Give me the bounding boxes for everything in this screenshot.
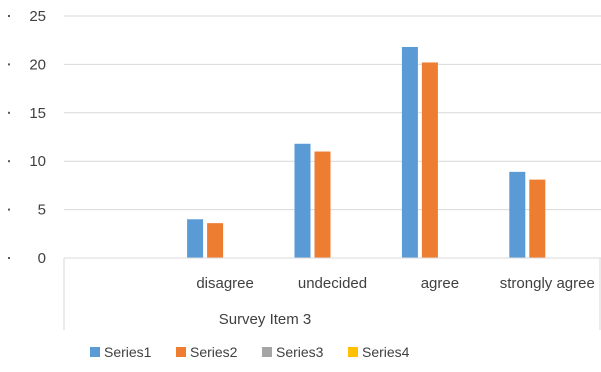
y-tick-label: 25 bbox=[29, 8, 46, 25]
y-axis-ticks: 0 5 10 15 20 25 bbox=[8, 8, 46, 267]
bar-series2 bbox=[314, 151, 331, 258]
bar-series2 bbox=[529, 179, 546, 258]
y-tick-mark bbox=[8, 160, 10, 163]
legend-swatch bbox=[90, 347, 100, 357]
category-label: disagree bbox=[196, 275, 254, 292]
legend-label: Series4 bbox=[362, 344, 410, 360]
legend-item: Series2 bbox=[176, 344, 238, 360]
y-tick-label: 10 bbox=[29, 153, 46, 170]
legend-swatch bbox=[348, 347, 358, 357]
y-tick-mark bbox=[8, 257, 10, 259]
category-labels: disagree undecided agree strongly agree bbox=[196, 275, 595, 292]
category-label: undecided bbox=[298, 275, 367, 292]
legend-label: Series1 bbox=[104, 344, 152, 360]
legend-label: Series2 bbox=[190, 344, 238, 360]
y-tick-mark bbox=[8, 208, 10, 211]
y-tick-label: 20 bbox=[29, 56, 46, 73]
legend-swatch bbox=[176, 347, 186, 357]
axis-lines bbox=[63, 257, 601, 330]
bar-series1 bbox=[401, 46, 418, 259]
y-tick-label: 5 bbox=[38, 202, 46, 219]
legend-label: Series3 bbox=[276, 344, 324, 360]
legend: Series1 Series2 Series3 Series4 bbox=[90, 344, 410, 360]
legend-item: Series1 bbox=[90, 344, 152, 360]
x-axis-group-label: Survey Item 3 bbox=[219, 311, 312, 328]
legend-swatch bbox=[262, 347, 272, 357]
bar-series1 bbox=[509, 171, 526, 258]
bar-series1 bbox=[187, 219, 204, 258]
category-label: strongly agree bbox=[500, 275, 595, 292]
bar-series1 bbox=[294, 143, 311, 258]
category-label: agree bbox=[421, 275, 459, 292]
y-tick-label: 0 bbox=[38, 250, 46, 267]
bars bbox=[187, 46, 546, 259]
y-tick-label: 15 bbox=[29, 105, 46, 122]
bar-series2 bbox=[421, 62, 438, 258]
y-tick-mark bbox=[8, 111, 10, 114]
y-tick-mark bbox=[8, 15, 10, 17]
bar-series2 bbox=[207, 223, 224, 258]
legend-item: Series3 bbox=[262, 344, 324, 360]
y-tick-mark bbox=[8, 63, 10, 66]
legend-item: Series4 bbox=[348, 344, 410, 360]
